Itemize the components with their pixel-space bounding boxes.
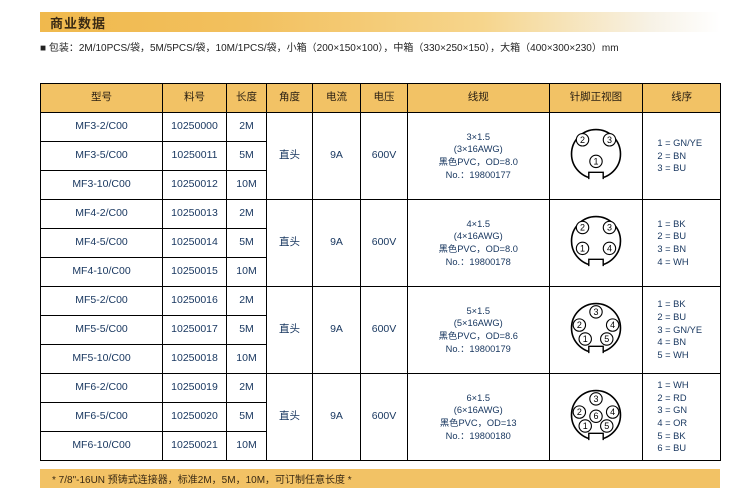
svg-text:2: 2 bbox=[580, 135, 585, 145]
svg-text:1: 1 bbox=[583, 421, 588, 431]
svg-text:2: 2 bbox=[577, 320, 582, 330]
svg-text:2: 2 bbox=[580, 222, 585, 232]
svg-text:1: 1 bbox=[580, 243, 585, 253]
svg-text:2: 2 bbox=[577, 407, 582, 417]
svg-text:1: 1 bbox=[583, 334, 588, 344]
svg-text:4: 4 bbox=[610, 320, 615, 330]
svg-text:3: 3 bbox=[593, 307, 598, 317]
svg-text:6: 6 bbox=[593, 411, 598, 421]
svg-text:5: 5 bbox=[604, 421, 609, 431]
svg-text:4: 4 bbox=[607, 243, 612, 253]
svg-text:4: 4 bbox=[610, 407, 615, 417]
svg-text:1: 1 bbox=[593, 156, 598, 166]
svg-text:5: 5 bbox=[604, 334, 609, 344]
svg-text:3: 3 bbox=[593, 394, 598, 404]
svg-text:3: 3 bbox=[607, 135, 612, 145]
svg-text:3: 3 bbox=[607, 222, 612, 232]
